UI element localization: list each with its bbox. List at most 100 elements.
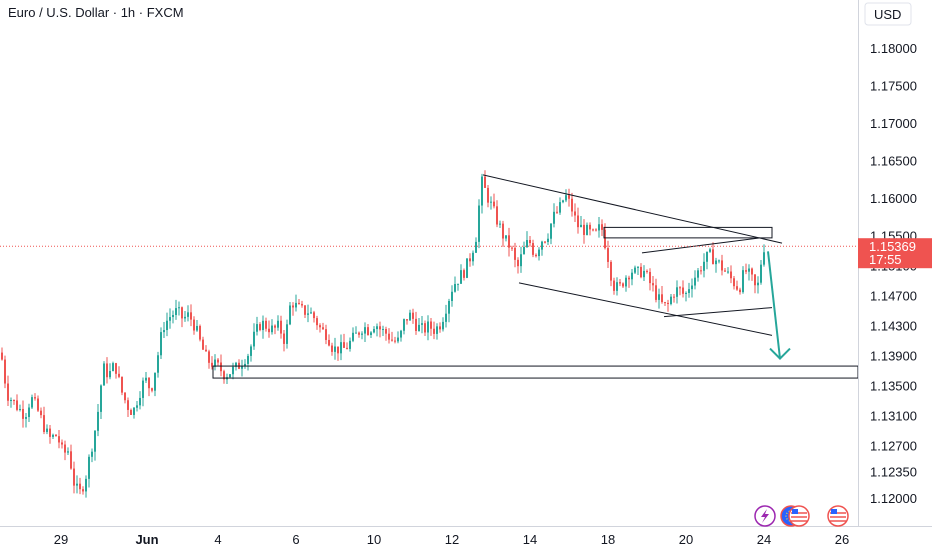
- candle-body: [685, 292, 687, 294]
- candle-body: [637, 266, 639, 268]
- candle-body: [598, 224, 600, 231]
- candle-body: [538, 249, 540, 257]
- candle-body: [382, 329, 384, 331]
- y-tick-label: 1.14700: [870, 288, 917, 303]
- x-tick-label: 14: [523, 532, 537, 547]
- candle-body: [601, 224, 603, 230]
- currency-label: USD: [874, 7, 901, 22]
- candle-body: [223, 371, 225, 380]
- currency-button[interactable]: USD: [864, 2, 912, 26]
- chart-title: Euro / U.S. Dollar · 1h · FXCM: [8, 5, 184, 20]
- candle-body: [76, 483, 78, 486]
- x-tick-label: 6: [292, 532, 299, 547]
- y-tick-label: 1.13100: [870, 408, 917, 423]
- candle-body: [526, 240, 528, 247]
- candle-body: [121, 376, 123, 393]
- candle-body: [37, 398, 39, 411]
- candle-body: [463, 270, 465, 278]
- target-arrow-shaft: [767, 251, 781, 359]
- candle-body: [553, 211, 555, 224]
- candle-body: [43, 415, 45, 432]
- candle-body: [562, 200, 564, 203]
- candle-body: [559, 202, 561, 213]
- candle-body: [298, 302, 300, 304]
- candle-body: [676, 287, 678, 297]
- candle-body: [652, 283, 654, 286]
- candle-body: [640, 266, 642, 278]
- candle-body: [439, 326, 441, 330]
- x-tick-label: 18: [601, 532, 615, 547]
- candle-body: [13, 400, 15, 402]
- candle-body: [523, 246, 525, 255]
- candle-body: [646, 270, 648, 272]
- candle-body: [484, 176, 486, 188]
- candle-body: [715, 260, 717, 265]
- candle-body: [136, 405, 138, 408]
- candle-body: [178, 307, 180, 309]
- candle-body: [445, 313, 447, 322]
- x-tick-label: 24: [757, 532, 771, 547]
- candle-body: [277, 320, 279, 328]
- candle-body: [691, 285, 693, 290]
- candle-body: [589, 224, 591, 230]
- candle-body: [343, 342, 345, 348]
- candle-body: [697, 270, 699, 278]
- candle-body: [397, 337, 399, 342]
- candle-body: [496, 206, 498, 225]
- x-tick-label: 12: [445, 532, 459, 547]
- candle-body: [325, 329, 327, 340]
- candle-body: [70, 451, 72, 469]
- candle-body: [742, 270, 744, 293]
- candle-body: [109, 371, 111, 378]
- lightning-icon[interactable]: [754, 505, 776, 527]
- candle-body: [409, 312, 411, 321]
- candle-body: [604, 229, 606, 249]
- candle-body: [31, 397, 33, 408]
- candle-body: [505, 235, 507, 239]
- candle-body: [52, 434, 54, 437]
- candle-body: [322, 327, 324, 330]
- candle-body: [661, 294, 663, 303]
- candle-body: [532, 243, 534, 255]
- price-axis[interactable]: 1.180001.175001.170001.165001.160001.155…: [870, 41, 917, 506]
- candle-body: [247, 355, 249, 364]
- candle-body: [472, 252, 474, 262]
- current-price-countdown: 17:55: [869, 252, 902, 267]
- candle-body: [514, 247, 516, 260]
- candle-body: [613, 280, 615, 291]
- candle-body: [319, 325, 321, 328]
- candle-body: [286, 324, 288, 344]
- candle-body: [592, 229, 594, 231]
- candle-body: [568, 195, 570, 199]
- candle-body: [511, 247, 513, 249]
- y-tick-label: 1.13500: [870, 378, 917, 393]
- us-flag-icon[interactable]: [827, 505, 849, 527]
- candle-body: [157, 355, 159, 373]
- time-axis[interactable]: 29 Jun 4 6 10 12 14 18 20 24 26: [54, 532, 849, 547]
- candle-body: [748, 268, 750, 272]
- candle-body: [85, 478, 87, 492]
- target-arrow-head: [769, 347, 791, 360]
- candle-body: [487, 187, 489, 203]
- candlestick-series: [1, 170, 765, 498]
- candle-body: [28, 407, 30, 418]
- candle-body: [721, 260, 723, 271]
- us-flag-icon[interactable]: [788, 505, 810, 527]
- candle-body: [478, 205, 480, 242]
- candle-body: [649, 271, 651, 284]
- candle-body: [673, 296, 675, 298]
- candle-body: [10, 400, 12, 402]
- x-tick-label: 20: [679, 532, 693, 547]
- y-tick-label: 1.18000: [870, 41, 917, 56]
- candle-body: [142, 380, 144, 398]
- candle-body: [622, 283, 624, 287]
- candle-body: [745, 270, 747, 272]
- candle-body: [115, 363, 117, 374]
- candle-body: [118, 373, 120, 377]
- channel-upper-line: [482, 174, 783, 244]
- candle-body: [49, 428, 51, 437]
- candle-body: [172, 314, 174, 318]
- candle-body: [145, 377, 147, 381]
- candle-body: [16, 400, 18, 410]
